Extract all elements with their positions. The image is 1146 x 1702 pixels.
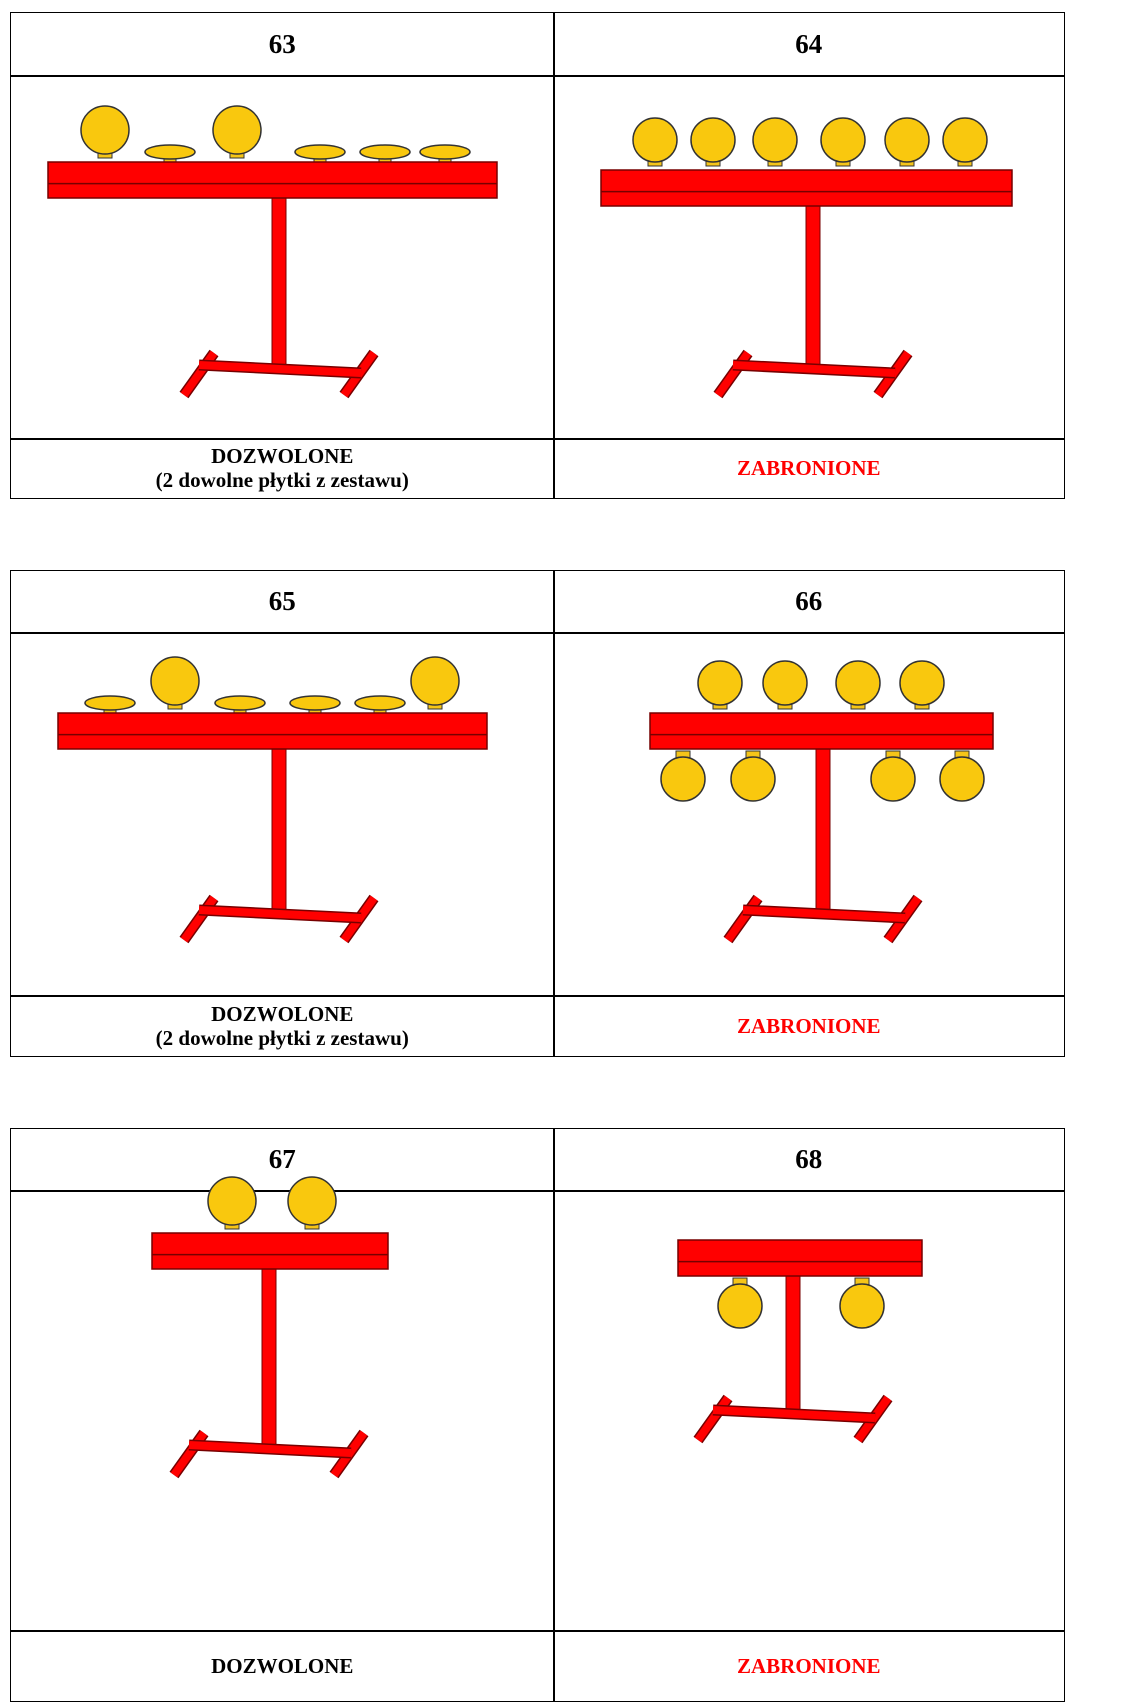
cell-header: 63 (10, 12, 555, 77)
footer-text: DOZWOLONE (211, 1653, 354, 1678)
drawing-part (84, 695, 136, 711)
drawing-part (805, 205, 821, 366)
drawing-part (694, 1395, 732, 1443)
drawing-part (839, 1283, 885, 1329)
drawing-part (690, 117, 736, 163)
cell-image (553, 632, 1065, 997)
cell-header: 66 (553, 570, 1065, 634)
drawing-part (677, 1239, 923, 1277)
drawing-part (884, 117, 930, 163)
footer-text: DOZWOLONE (211, 444, 354, 469)
drawing-part (180, 895, 218, 943)
drawing-part (261, 1268, 277, 1446)
cell-header: 65 (10, 570, 555, 634)
drawing-part (785, 1275, 801, 1411)
drawing-part (214, 695, 266, 711)
drawing-part (180, 350, 218, 398)
header-text: 66 (795, 586, 823, 617)
drawing-part (198, 906, 362, 922)
drawing-part (815, 748, 831, 911)
drawing-part (742, 906, 906, 922)
footer-text: ZABRONIONE (736, 1013, 881, 1038)
drawing-part (212, 105, 262, 155)
drawing-part (144, 144, 196, 160)
drawing-part (359, 144, 411, 160)
header-text: 64 (795, 28, 823, 59)
drawing-part (724, 895, 762, 943)
cell-footer: ZABRONIONE (553, 438, 1065, 499)
footer-text: (2 dowolne płytki z zestawu) (155, 1025, 409, 1050)
drawing-part (170, 1430, 208, 1478)
header-text: 65 (268, 586, 296, 617)
drawing-part (697, 660, 743, 706)
drawing-part (198, 361, 362, 377)
drawing-part (354, 695, 406, 711)
footer-text: ZABRONIONE (736, 1653, 881, 1678)
cell-image (10, 632, 555, 997)
drawing-part (57, 712, 488, 750)
drawing-part (419, 144, 471, 160)
header-text: 63 (268, 28, 296, 59)
drawing-part (632, 117, 678, 163)
drawing-part (660, 756, 706, 802)
drawing-part (410, 656, 460, 706)
drawing-part (717, 1283, 763, 1329)
cell-image (10, 75, 555, 440)
drawing-part (287, 1176, 337, 1226)
footer-text: (2 dowolne płytki z zestawu) (155, 468, 409, 493)
drawing-part (47, 161, 498, 199)
drawing-part (271, 748, 287, 911)
drawing-part (820, 117, 866, 163)
cell-header: 68 (553, 1128, 1065, 1192)
header-text: 67 (268, 1144, 296, 1175)
cell-header: 67 (10, 1128, 555, 1192)
drawing-part (762, 660, 808, 706)
cell-footer: ZABRONIONE (553, 995, 1065, 1057)
drawing-part (730, 756, 776, 802)
drawing-part (714, 350, 752, 398)
drawing-part (188, 1441, 352, 1457)
drawing-part (294, 144, 346, 160)
drawing-part (151, 1232, 389, 1270)
cell-image (10, 1190, 555, 1632)
drawing-part (712, 1406, 876, 1422)
footer-text: DOZWOLONE (211, 1001, 354, 1026)
footer-text: ZABRONIONE (736, 456, 881, 481)
cell-footer: DOZWOLONE (2 dowolne płytki z zestawu) (10, 438, 555, 499)
drawing-part (942, 117, 988, 163)
drawing-part (649, 712, 994, 750)
drawing-part (271, 197, 287, 366)
drawing-part (600, 169, 1013, 207)
drawing-part (207, 1176, 257, 1226)
drawing-part (870, 756, 916, 802)
drawing-part (752, 117, 798, 163)
drawing-part (150, 656, 200, 706)
drawing-part (899, 660, 945, 706)
cell-image (553, 1190, 1065, 1632)
drawing-part (835, 660, 881, 706)
cell-image (553, 75, 1065, 440)
drawing-part (80, 105, 130, 155)
cell-footer: DOZWOLONE (2 dowolne płytki z zestawu) (10, 995, 555, 1057)
drawing-part (289, 695, 341, 711)
drawing-part (939, 756, 985, 802)
drawing-part (732, 361, 896, 377)
cell-header: 64 (553, 12, 1065, 77)
header-text: 68 (795, 1144, 823, 1175)
cell-footer: ZABRONIONE (553, 1630, 1065, 1702)
